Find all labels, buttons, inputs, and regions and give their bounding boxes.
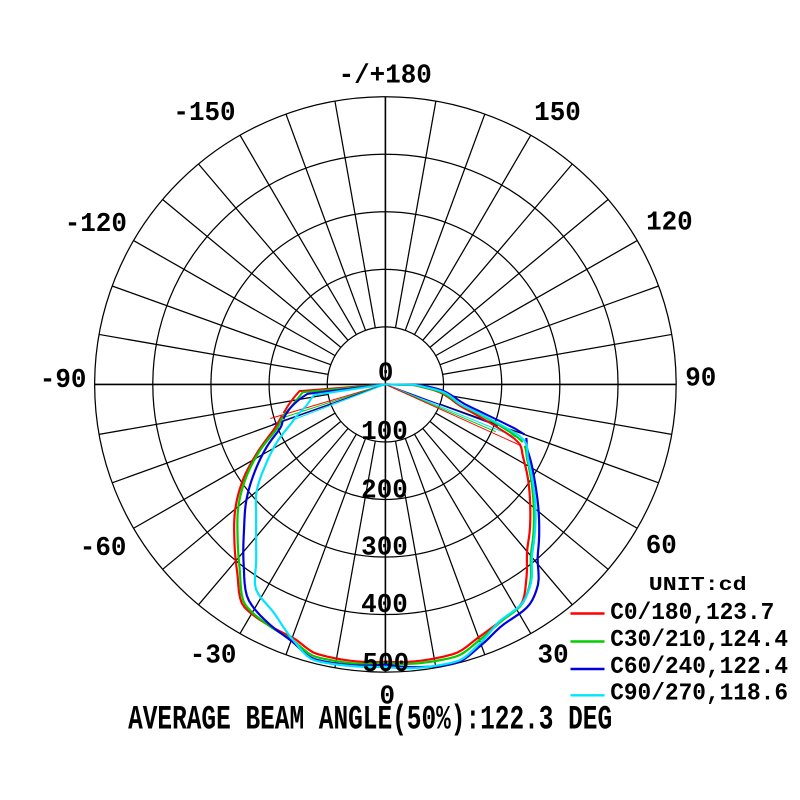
svg-text:120: 120: [646, 207, 693, 237]
svg-text:90: 90: [685, 363, 716, 393]
svg-text:C60/240,122.4: C60/240,122.4: [610, 653, 788, 681]
svg-text:200: 200: [361, 475, 408, 505]
svg-text:C90/270,118.6: C90/270,118.6: [610, 680, 788, 708]
svg-text:150: 150: [534, 98, 581, 128]
svg-text:0: 0: [380, 681, 396, 711]
svg-text:C0/180,123.7: C0/180,123.7: [610, 599, 774, 627]
svg-text:-90: -90: [40, 365, 87, 395]
svg-text:-60: -60: [80, 533, 127, 563]
svg-text:-150: -150: [173, 98, 235, 128]
svg-text:-120: -120: [65, 209, 127, 239]
svg-text:300: 300: [361, 532, 408, 562]
svg-text:400: 400: [361, 590, 408, 620]
svg-text:100: 100: [361, 417, 408, 447]
svg-text:-30: -30: [190, 640, 237, 670]
svg-text:30: 30: [538, 640, 569, 670]
svg-text:AVERAGE BEAM ANGLE(50%):122.3: AVERAGE BEAM ANGLE(50%):122.3 DEG: [128, 700, 612, 739]
svg-text:500: 500: [362, 649, 409, 679]
svg-text:0: 0: [378, 358, 394, 388]
svg-text:60: 60: [646, 531, 677, 561]
svg-text:-/+180: -/+180: [339, 60, 432, 90]
svg-text:UNIT:cd: UNIT:cd: [649, 575, 747, 597]
svg-text:C30/210,124.4: C30/210,124.4: [610, 626, 788, 654]
